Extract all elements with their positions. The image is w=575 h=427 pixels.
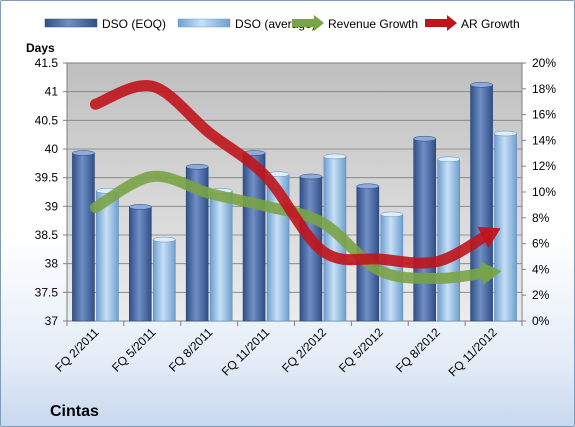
y2-tick-label: 0%: [532, 314, 550, 328]
growth-lines: [89, 80, 502, 286]
bar-dso-eoq-fq-2-2011: [72, 150, 95, 322]
bar-dso-average-fq-11-2012: [494, 130, 517, 322]
x-tick-label: FQ 11/2012: [446, 325, 500, 379]
line-path-ar-growth: [89, 80, 491, 269]
y-tick-label: 39.5: [35, 171, 59, 185]
legend-swatch-revenue-growth: [292, 15, 324, 31]
legend-label-revenue-growth: Revenue Growth: [328, 17, 418, 31]
y2-tick-label: 2%: [532, 288, 550, 302]
legend-swatch-dso-eoq: [44, 18, 98, 28]
y-tick-label: 41.5: [35, 56, 59, 70]
x-tick-label: FQ 5/2012: [336, 325, 386, 375]
x-tick-label: FQ 2/2011: [52, 325, 102, 375]
x-tick-label: FQ 8/2011: [166, 325, 216, 375]
bar-dso-eoq-fq-8-2012: [413, 135, 436, 322]
y-tick-label: 39: [45, 199, 59, 213]
bar-dso-average-fq-5-2012: [380, 211, 404, 322]
x-tick-label: FQ 2/2012: [279, 325, 329, 375]
y-tick-label: 38: [45, 257, 59, 271]
x-tick-label: FQ 11/2011: [219, 325, 273, 379]
bar-dso-average-fq-5-2011: [153, 236, 176, 322]
y2-tick-label: 20%: [532, 56, 556, 70]
y-tick-label: 38.5: [35, 228, 59, 242]
y2-tick-label: 18%: [532, 82, 556, 96]
y-tick-label: 40.5: [35, 113, 59, 127]
legend-swatch-ar-growth: [425, 15, 457, 31]
y2-tick-label: 6%: [532, 237, 550, 251]
legend: DSO (EOQ) DSO (average) Revenue Growth A…: [44, 15, 520, 31]
y2-tick-label: 16%: [532, 108, 556, 122]
legend-item-dso-eoq: DSO (EOQ): [44, 17, 166, 31]
bar-dso-eoq-fq-11-2012: [470, 82, 493, 322]
y-axis-title: Days: [26, 41, 55, 55]
y2-tick-label: 8%: [532, 211, 550, 225]
bar-dso-eoq-fq-5-2011: [129, 204, 152, 322]
line-arrowhead-ar-growth: [477, 226, 501, 249]
y-tick-label: 37.5: [35, 285, 59, 299]
legend-swatch-dso-average: [177, 18, 231, 28]
line-arrowhead-revenue-growth: [480, 261, 502, 286]
bar-dso-average-fq-8-2011: [209, 188, 233, 322]
y2-tick-label: 12%: [532, 159, 556, 173]
y-tick-label: 37: [45, 314, 59, 328]
bar-dso-eoq-fq-8-2011: [185, 164, 209, 322]
x-tick-label: FQ 5/2011: [109, 325, 159, 375]
x-tick-label: FQ 8/2012: [393, 325, 443, 375]
y-tick-label: 41: [45, 85, 59, 99]
line-ar-growth: [89, 80, 501, 269]
company-name: Cintas: [50, 403, 99, 420]
legend-item-ar-growth: AR Growth: [425, 15, 520, 31]
legend-label-ar-growth: AR Growth: [461, 17, 520, 31]
y2-tick-label: 4%: [532, 262, 550, 276]
y-tick-label: 40: [45, 142, 59, 156]
y2-tick-label: 10%: [532, 185, 556, 199]
legend-item-revenue-growth: Revenue Growth: [292, 15, 418, 31]
bar-dso-average-fq-8-2012: [437, 156, 460, 322]
y2-tick-label: 14%: [532, 133, 556, 147]
legend-label-dso-eoq: DSO (EOQ): [102, 17, 166, 31]
